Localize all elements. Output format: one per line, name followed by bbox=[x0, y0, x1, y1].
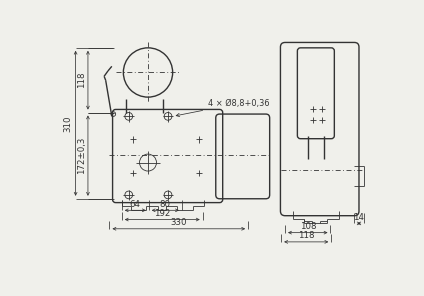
Text: 14: 14 bbox=[354, 213, 365, 222]
Text: 64: 64 bbox=[130, 200, 141, 209]
Text: 80: 80 bbox=[160, 200, 171, 209]
Text: 118: 118 bbox=[77, 72, 86, 89]
Text: 172±0,3: 172±0,3 bbox=[77, 137, 86, 174]
Text: 192: 192 bbox=[154, 209, 170, 218]
Text: 108: 108 bbox=[299, 222, 316, 231]
Text: 330: 330 bbox=[170, 218, 187, 227]
Text: 4 × Ø8,8+0,36: 4 × Ø8,8+0,36 bbox=[176, 99, 270, 117]
Text: 310: 310 bbox=[64, 115, 73, 131]
Text: 118: 118 bbox=[298, 231, 315, 240]
